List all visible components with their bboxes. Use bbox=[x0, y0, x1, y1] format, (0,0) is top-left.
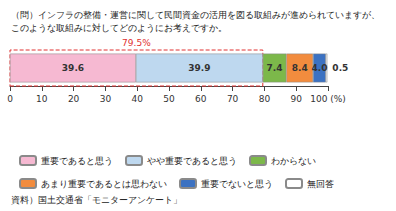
svg-text:39.9: 39.9 bbox=[188, 63, 210, 73]
svg-text:0: 0 bbox=[7, 94, 13, 104]
svg-text:70: 70 bbox=[227, 94, 239, 104]
svg-text:20: 20 bbox=[68, 94, 80, 104]
svg-text:あまり重要であるとは思わない: あまり重要であるとは思わない bbox=[41, 179, 167, 189]
svg-text:7.4: 7.4 bbox=[267, 63, 283, 73]
svg-text:重要でないと思う: 重要でないと思う bbox=[201, 179, 273, 189]
svg-text:60: 60 bbox=[195, 94, 207, 104]
svg-text:わからない: わからない bbox=[271, 156, 316, 166]
svg-text:やや重要であると思う: やや重要であると思う bbox=[147, 156, 237, 166]
svg-text:重要であると思う: 重要であると思う bbox=[41, 156, 113, 166]
svg-text:50: 50 bbox=[163, 94, 175, 104]
svg-text:30: 30 bbox=[100, 94, 112, 104]
svg-text:100 (%): 100 (%) bbox=[310, 94, 346, 104]
svg-text:80: 80 bbox=[259, 94, 271, 104]
svg-text:90: 90 bbox=[290, 94, 302, 104]
svg-text:（問）インフラの整備・運営に関して民間資金の活用を図る取組み: （問）インフラの整備・運営に関して民間資金の活用を図る取組みが進められていますが… bbox=[11, 10, 380, 20]
svg-text:このような取組みに対してどのようにお考えですか。: このような取組みに対してどのようにお考えですか。 bbox=[11, 23, 227, 33]
svg-text:8.4: 8.4 bbox=[292, 63, 308, 73]
svg-text:39.6: 39.6 bbox=[62, 63, 84, 73]
svg-text:79.5%: 79.5% bbox=[122, 38, 151, 48]
svg-text:4.0: 4.0 bbox=[311, 63, 327, 73]
svg-text:無回答: 無回答 bbox=[307, 179, 334, 189]
svg-text:資料）国土交通省「モニターアンケート」: 資料）国土交通省「モニターアンケート」 bbox=[11, 195, 182, 205]
svg-text:10: 10 bbox=[36, 94, 48, 104]
svg-text:0.5: 0.5 bbox=[332, 63, 348, 73]
svg-text:40: 40 bbox=[131, 94, 143, 104]
